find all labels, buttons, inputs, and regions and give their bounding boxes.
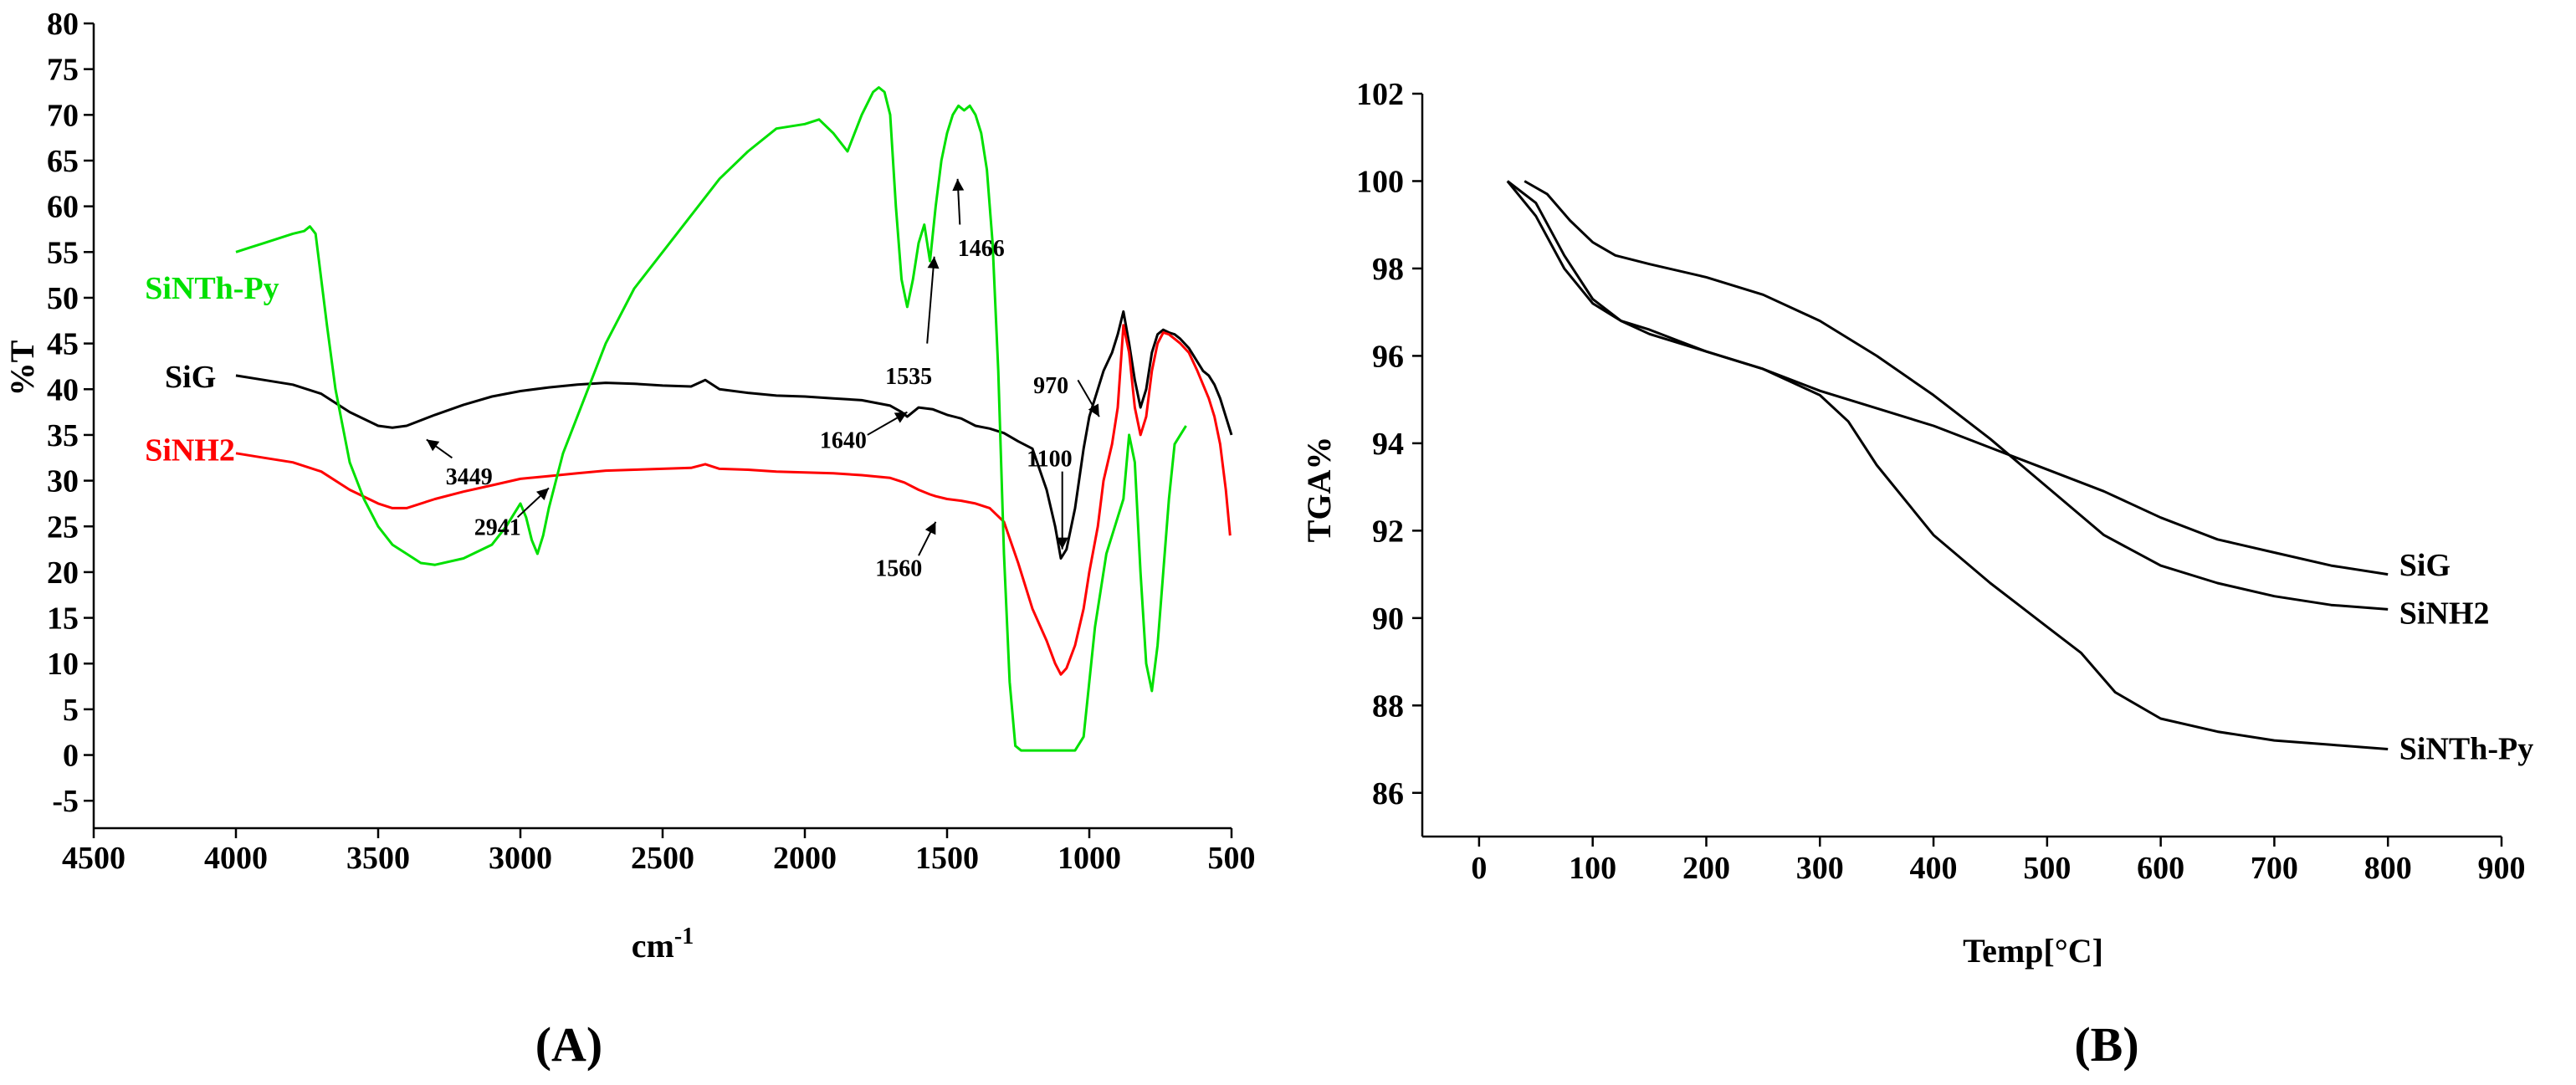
- y-tick-label: 90: [1372, 601, 1404, 637]
- x-tick-label: 4000: [204, 841, 268, 876]
- annotation-label-1466: 1466: [958, 236, 1005, 262]
- annotation-arrowhead: [894, 412, 908, 423]
- series-line-sig: [1506, 180, 2389, 576]
- x-tick-label: 2500: [631, 841, 694, 876]
- series-line-sinth-py: [235, 86, 1187, 752]
- series-line-sig: [235, 310, 1233, 560]
- annotation-arrowhead: [927, 256, 940, 269]
- x-tick-label: 500: [1208, 841, 1256, 876]
- y-tick-label: 65: [47, 144, 79, 179]
- series-line-sinh2: [1524, 180, 2389, 611]
- annotation-label-1100: 1100: [1027, 446, 1072, 472]
- y-axis-title: %T: [3, 340, 41, 396]
- annotation-label-970: 970: [1033, 373, 1068, 399]
- y-tick-label: 96: [1372, 339, 1404, 374]
- series-line-sinh2: [235, 324, 1232, 676]
- x-tick-label: 500: [2023, 851, 2071, 886]
- x-tick-label: 1500: [915, 841, 979, 876]
- y-tick-label: 50: [47, 281, 79, 316]
- x-tick-label: 300: [1796, 851, 1844, 886]
- y-tick-label: 100: [1356, 164, 1404, 199]
- x-tick-label: 400: [1910, 851, 1958, 886]
- y-tick-label: 20: [47, 555, 79, 591]
- panel-label-b: (B): [2074, 1017, 2138, 1072]
- annotation-arrowhead: [952, 178, 965, 192]
- x-tick-label: 3000: [489, 841, 552, 876]
- y-tick-label: 30: [47, 464, 79, 499]
- annotation-arrowhead: [1088, 403, 1099, 417]
- series-line-sinth-py: [1506, 180, 2389, 750]
- x-tick-label: 900: [2478, 851, 2526, 886]
- y-tick-label: 15: [47, 601, 79, 637]
- annotation-label-3449: 3449: [446, 464, 493, 490]
- annotation-label-1640: 1640: [820, 427, 867, 453]
- x-tick-label: 1000: [1058, 841, 1121, 876]
- annotation-arrowhead: [924, 521, 936, 535]
- y-tick-label: 80: [47, 7, 79, 42]
- annotation-arrowhead: [535, 488, 549, 501]
- curve-label-sig: SiG: [165, 360, 216, 395]
- x-tick-label: 800: [2364, 851, 2412, 886]
- x-tick-label: 4500: [62, 841, 125, 876]
- x-axis-title: Temp[°C]: [1963, 932, 2103, 970]
- y-tick-label: 35: [47, 418, 79, 453]
- curve-label-sinth-py: SiNTh-Py: [2399, 732, 2533, 767]
- panel-b-tga-curve: 102 100 98 96 94 92 90 88 86 0 100 200 300 400 500 600 7…: [1300, 77, 2533, 1072]
- y-tick-label: 98: [1372, 252, 1404, 287]
- y-tick-label: -5: [52, 784, 79, 819]
- annotation-label-1535: 1535: [885, 364, 932, 390]
- y-tick-label: 55: [47, 235, 79, 270]
- y-tick-label: 0: [63, 739, 79, 774]
- y-tick-label: 25: [47, 509, 79, 545]
- curve-label-sinh2: SiNH2: [145, 433, 235, 468]
- x-axis-title-text: cm: [632, 927, 674, 965]
- x-tick-label: 0: [1471, 851, 1487, 886]
- annotation-arrowhead: [1056, 537, 1068, 550]
- x-tick-label: 700: [2251, 851, 2298, 886]
- y-tick-label: 75: [47, 53, 79, 88]
- y-axis-title: TGA%: [1300, 437, 1338, 543]
- x-tick-label: 100: [1569, 851, 1616, 886]
- curve-label-sinth-py: SiNTh-Py: [145, 271, 279, 306]
- y-tick-label: 102: [1356, 77, 1404, 112]
- x-axis-title: cm-1: [632, 924, 694, 965]
- y-tick-label: 70: [47, 98, 79, 133]
- y-tick-label: 88: [1372, 688, 1404, 724]
- x-tick-label: 600: [2137, 851, 2184, 886]
- annotation-label-2941: 2941: [474, 514, 521, 540]
- y-tick-label: 60: [47, 190, 79, 225]
- y-tick-label: 40: [47, 372, 79, 407]
- y-tick-label: 10: [47, 647, 79, 682]
- panel-label-a: (A): [535, 1017, 603, 1072]
- curve-label-sig: SiG: [2399, 548, 2451, 583]
- y-tick-label: 92: [1372, 514, 1404, 549]
- x-axis-title-superscript: -1: [674, 924, 694, 949]
- x-tick-label: 3500: [346, 841, 410, 876]
- y-tick-label: 94: [1372, 427, 1404, 462]
- annotation-arrow: [926, 256, 935, 344]
- x-tick-label: 2000: [773, 841, 837, 876]
- y-tick-label: 5: [63, 693, 79, 728]
- y-tick-label: 45: [47, 327, 79, 362]
- y-tick-label: 86: [1372, 776, 1404, 811]
- annotation-label-1560: 1560: [875, 555, 922, 581]
- x-tick-label: 200: [1682, 851, 1730, 886]
- x-axis-title-text: Temp[°C]: [1963, 932, 2103, 970]
- annotation-arrowhead: [426, 439, 440, 452]
- curve-label-sinh2: SiNH2: [2399, 596, 2490, 632]
